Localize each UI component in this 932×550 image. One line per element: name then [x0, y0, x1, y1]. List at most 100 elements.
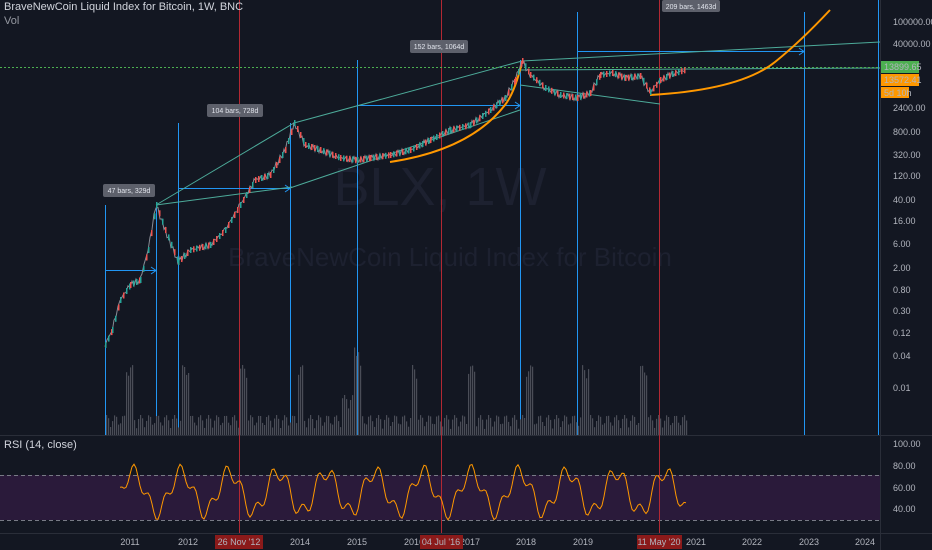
- volume-bar: [352, 395, 354, 435]
- volume-bar: [520, 419, 522, 435]
- volume-bar: [138, 419, 140, 435]
- price-candle: [300, 132, 302, 138]
- volume-bar: [148, 415, 150, 435]
- volume-bar: [670, 425, 672, 435]
- volume-bar: [294, 416, 296, 435]
- volume-bar: [204, 427, 206, 435]
- volume-bar: [514, 415, 516, 435]
- price-candle: [273, 167, 275, 173]
- price-candle: [151, 230, 153, 237]
- price-candle: [669, 72, 671, 79]
- price-candle: [450, 127, 452, 133]
- price-candle: [609, 70, 611, 77]
- price-candle: [659, 78, 661, 85]
- price-candle: [338, 154, 340, 161]
- volume-bar: [422, 417, 424, 435]
- volume-bar: [656, 418, 658, 435]
- price-candle: [165, 227, 167, 233]
- volume-bar: [496, 415, 498, 435]
- price-tick: 0.30: [893, 306, 911, 316]
- volume-bar: [174, 415, 176, 435]
- volume-bar: [254, 425, 256, 435]
- year-label: 2015: [347, 537, 367, 547]
- price-candle: [499, 99, 501, 106]
- rsi-axis[interactable]: 100.00 80.00 60.00 40.00: [893, 439, 921, 514]
- year-label: 2024: [855, 537, 875, 547]
- price-candle: [199, 244, 201, 251]
- price-candle: [210, 242, 212, 248]
- price-axis[interactable]: 100000.00 40000.00 2400.00 800.00 320.00 120.…: [893, 17, 932, 393]
- volume-bar: [336, 415, 338, 435]
- volume-bar: [300, 366, 302, 435]
- price-candle: [488, 108, 490, 115]
- price-candle: [442, 131, 444, 137]
- volume-bar: [110, 427, 112, 435]
- price-candle: [590, 90, 592, 96]
- volume-bar: [418, 419, 420, 435]
- rsi-label[interactable]: RSI (14, close): [4, 439, 77, 451]
- volume-bar: [402, 416, 404, 435]
- measure-label: 152 bars, 1064d: [414, 44, 465, 51]
- volume-bar: [242, 365, 244, 435]
- volume-bar: [460, 421, 462, 435]
- price-candle: [656, 81, 658, 88]
- volume-bar: [604, 423, 606, 435]
- volume-bar: [310, 415, 312, 435]
- price-candle: [105, 342, 107, 348]
- volume-bar: [664, 420, 666, 435]
- price-candle: [282, 152, 284, 158]
- price-candle: [678, 69, 680, 76]
- volume-bar: [632, 415, 634, 435]
- volume-bar: [440, 421, 442, 435]
- volume-bar: [180, 420, 182, 435]
- price-candle: [326, 149, 328, 156]
- price-candle: [533, 74, 535, 81]
- price-candle: [159, 210, 161, 217]
- volume-bar: [552, 428, 554, 435]
- price-candle: [439, 132, 441, 139]
- chart-title[interactable]: BraveNewCoin Liquid Index for Bitcoin, 1…: [4, 1, 244, 13]
- price-candle: [621, 73, 623, 80]
- volume-bar: [538, 416, 540, 435]
- volume-bar: [134, 420, 136, 435]
- price-candle: [288, 138, 290, 144]
- price-candle: [606, 71, 608, 77]
- halving-date-label: 26 Nov '12: [218, 537, 261, 547]
- volume-bar: [130, 367, 132, 435]
- volume-bar: [436, 416, 438, 435]
- volume-bar: [566, 416, 568, 435]
- price-candle: [355, 156, 357, 163]
- measure-arrowhead: [514, 101, 521, 110]
- volume-bar: [160, 422, 162, 435]
- volume-bar: [558, 418, 560, 435]
- volume-bar: [370, 415, 372, 435]
- volume-bar: [340, 427, 342, 435]
- volume-label[interactable]: Vol: [4, 15, 20, 27]
- volume-bar: [428, 415, 430, 435]
- price-candle: [502, 97, 504, 104]
- volume-bar: [416, 378, 418, 435]
- volume-bar: [654, 427, 656, 435]
- volume-bar: [490, 417, 492, 435]
- price-candle: [413, 145, 415, 152]
- price-candle: [349, 156, 351, 163]
- price-tick: 2.00: [893, 263, 911, 273]
- halving-lines: [239, 0, 660, 533]
- price-candle: [428, 138, 430, 144]
- volume-bar: [528, 371, 530, 435]
- price-tick: 16.00: [893, 216, 916, 226]
- price-candle: [465, 123, 467, 130]
- volume-bar: [238, 427, 240, 435]
- last-price-badge: [881, 61, 919, 73]
- price-candle: [291, 129, 293, 135]
- volume-bar: [570, 423, 572, 435]
- volume-bar: [376, 418, 378, 435]
- volume-bar: [636, 424, 638, 435]
- price-candle: [308, 143, 310, 149]
- volume-bar: [368, 416, 370, 435]
- time-axis[interactable]: 2011 2012 2014 2015 2016 2017 2018 2019 …: [120, 535, 875, 549]
- measure-verticals: [105, 0, 879, 435]
- price-candle: [514, 78, 516, 85]
